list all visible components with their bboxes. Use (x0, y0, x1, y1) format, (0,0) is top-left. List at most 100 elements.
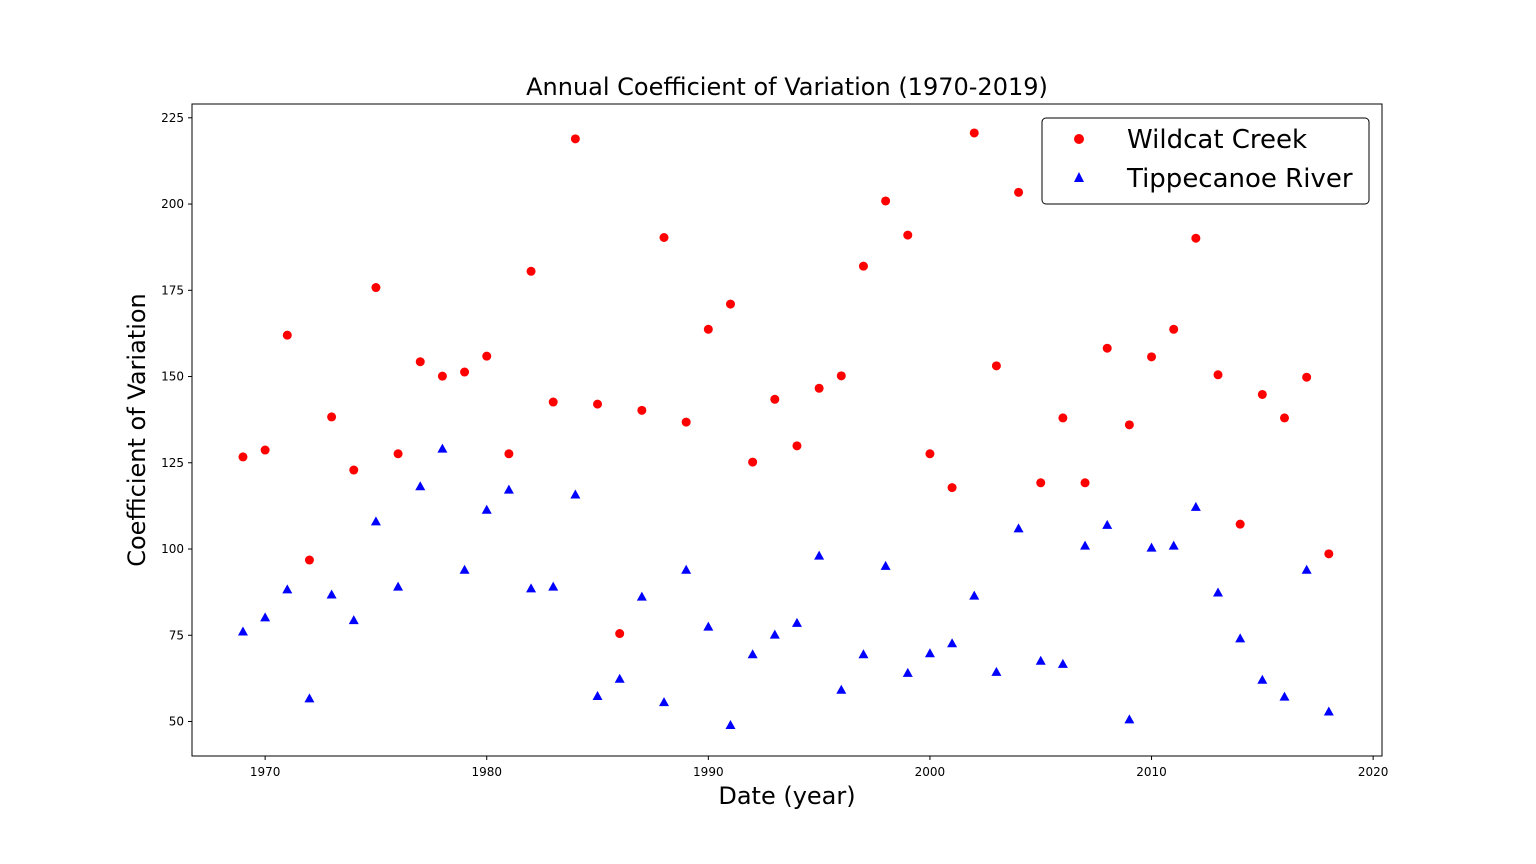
tippecanoe-river-point (415, 481, 426, 491)
wildcat-creek-point (238, 452, 248, 462)
tippecanoe-river-point (437, 443, 448, 453)
wildcat-creek-point (1235, 519, 1245, 529)
wildcat-creek-point (1257, 389, 1267, 399)
wildcat-creek-point (659, 233, 669, 243)
wildcat-creek-point (482, 351, 492, 361)
tippecanoe-river-point (1323, 706, 1334, 716)
wildcat-creek-point (415, 357, 425, 367)
y-axis: 50 75 100 125 150 175 200 225 (161, 111, 192, 729)
tippecanoe-river-point (1279, 691, 1290, 701)
y-tick-label: 200 (161, 197, 184, 211)
wildcat-creek-point (393, 449, 403, 459)
wildcat-creek-point (991, 361, 1001, 371)
tippecanoe-river-point (1035, 655, 1046, 665)
tippecanoe-river-point (1080, 540, 1091, 550)
tippecanoe-river-point (526, 583, 537, 593)
data-points (237, 128, 1334, 729)
tippecanoe-river-point (481, 504, 492, 514)
tippecanoe-river-point (503, 484, 514, 494)
wildcat-creek-point (1058, 413, 1068, 423)
wildcat-creek-point (349, 465, 359, 475)
wildcat-creek-point (681, 417, 691, 427)
tippecanoe-river-point (548, 581, 559, 591)
tippecanoe-river-point (1124, 714, 1135, 724)
wildcat-creek-point (969, 128, 979, 138)
y-tick-label: 150 (161, 370, 184, 384)
tippecanoe-river-point (947, 638, 958, 648)
wildcat-creek-point (1080, 478, 1090, 488)
x-tick-label: 1990 (693, 765, 724, 779)
tippecanoe-river-point (769, 629, 780, 639)
tippecanoe-river-point (570, 489, 581, 499)
wildcat-creek-point (770, 394, 780, 404)
tippecanoe-river-point (902, 667, 913, 677)
wildcat-creek-point (460, 367, 470, 377)
tippecanoe-river-point (703, 621, 714, 631)
tippecanoe-river-point (1213, 587, 1224, 597)
wildcat-creek-point (1302, 372, 1312, 382)
y-axis-label: Coefficient of Variation (123, 293, 151, 567)
wildcat-creek-point (925, 449, 935, 459)
wildcat-creek-point (526, 266, 536, 276)
tippecanoe-river-point (1146, 542, 1157, 552)
wildcat-creek-point (1036, 478, 1046, 488)
tippecanoe-river-point (725, 719, 736, 729)
wildcat-creek-point (504, 449, 514, 459)
wildcat-creek-point (748, 457, 758, 467)
y-tick-label: 125 (161, 456, 184, 470)
wildcat-creek-point (858, 261, 868, 271)
wildcat-creek-point (260, 445, 270, 455)
tippecanoe-river-point (991, 666, 1002, 676)
tippecanoe-river-point (636, 591, 647, 601)
wildcat-creek-point (1279, 413, 1289, 423)
wildcat-creek-point (836, 371, 846, 381)
wildcat-creek-point (1169, 324, 1179, 334)
tippecanoe-river-point (1102, 519, 1113, 529)
wildcat-creek-point (1324, 549, 1334, 559)
tippecanoe-river-point (814, 550, 825, 560)
wildcat-creek-point (548, 397, 558, 407)
legend: Wildcat Creek Tippecanoe River (1041, 117, 1370, 205)
y-tick-label: 100 (161, 542, 184, 556)
x-tick-label: 2020 (1358, 765, 1389, 779)
wildcat-creek-point (792, 441, 802, 451)
tippecanoe-river-point (1301, 564, 1312, 574)
x-axis-label: Date (year) (718, 782, 855, 810)
x-tick-label: 2000 (915, 765, 946, 779)
plot-area (191, 103, 1383, 757)
x-tick-label: 2010 (1136, 765, 1167, 779)
legend-label-wildcat-creek: Wildcat Creek (1127, 125, 1307, 155)
wildcat-creek-point (881, 196, 891, 206)
wildcat-creek-point (1014, 187, 1024, 197)
chart-title: Annual Coefficient of Variation (1970-20… (526, 73, 1048, 101)
legend-box (1041, 117, 1370, 205)
tippecanoe-river-point (1057, 658, 1068, 668)
legend-label-tippecanoe-river: Tippecanoe River (1126, 164, 1353, 194)
tippecanoe-river-point (858, 649, 869, 659)
tippecanoe-river-point (681, 564, 692, 574)
tippecanoe-river-point (614, 673, 625, 683)
tippecanoe-river-point (1235, 633, 1246, 643)
tippecanoe-river-point (260, 612, 271, 622)
x-tick-label: 1980 (471, 765, 502, 779)
tippecanoe-river-point (348, 615, 359, 625)
tippecanoe-river-point (880, 560, 891, 570)
y-tick-label: 75 (169, 628, 184, 642)
wildcat-creek-point (615, 629, 625, 639)
tippecanoe-river-point (1257, 674, 1268, 684)
wildcat-creek-point (371, 283, 381, 293)
tippecanoe-river-point (1168, 540, 1179, 550)
tippecanoe-river-point (969, 590, 980, 600)
tippecanoe-river-point (237, 626, 248, 636)
wildcat-creek-point (1191, 233, 1201, 243)
x-tick-label: 1970 (250, 765, 281, 779)
tippecanoe-river-point (836, 684, 847, 694)
wildcat-creek-point (593, 399, 603, 409)
tippecanoe-river-point (282, 584, 293, 594)
wildcat-creek-point (1147, 352, 1157, 362)
wildcat-creek-point (282, 330, 292, 340)
y-tick-label: 50 (169, 715, 184, 729)
tippecanoe-river-point (370, 516, 381, 526)
wildcat-creek-point (1213, 370, 1223, 380)
